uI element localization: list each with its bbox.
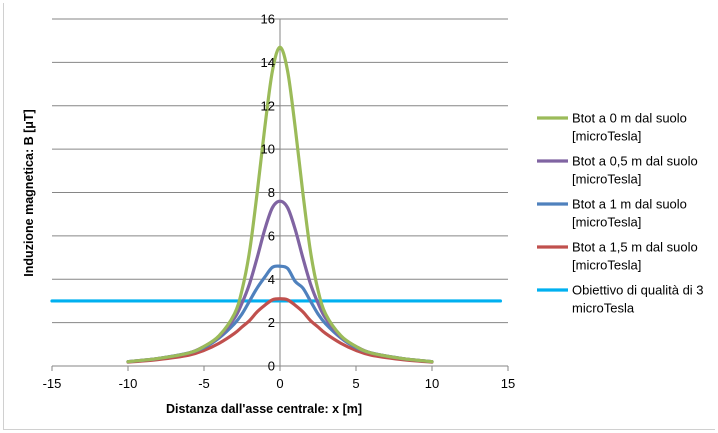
legend-label-line1: Obiettivo di qualità di 3 (572, 283, 704, 298)
x-tick-label: -5 (198, 376, 210, 391)
series-btot-1-5m-line (126, 297, 434, 364)
axes (51, 18, 509, 371)
legend-item: Btot a 1 m dal suolo [microTesla] (537, 197, 687, 230)
x-tick-label: -15 (43, 376, 62, 391)
x-tick-label: -10 (119, 376, 138, 391)
legend-item: Btot a 0 m dal suolo [microTesla] (537, 111, 687, 144)
x-tick-label: 0 (276, 376, 283, 391)
x-tick-label: 15 (501, 376, 515, 391)
legend-label-line1: Btot a 0,5 m dal suolo (572, 154, 698, 169)
chart-frame (3, 3, 715, 430)
y-tick-label: 0 (268, 359, 275, 374)
legend-label-line2: [microTesla] (572, 172, 641, 187)
legend-label-line2: [microTesla] (572, 129, 641, 144)
y-axis-title: Induzione magnetica: B [μT] (22, 109, 36, 276)
y-tick-label: 2 (268, 315, 275, 330)
legend-item: Btot a 1,5 m dal suolo [microTesla] (537, 240, 698, 273)
x-axis-title: Distanza dall'asse centrale: x [m] (166, 402, 362, 416)
y-tick-label: 4 (268, 272, 275, 287)
legend-label-line2: [microTesla] (572, 258, 641, 273)
series-btot-0m-line (126, 45, 434, 364)
y-tick-label: 12 (261, 98, 275, 113)
legend-label-line1: Btot a 1,5 m dal suolo (572, 240, 698, 255)
y-tick-label: 10 (261, 142, 275, 157)
legend-label-line2: microTesla (572, 301, 635, 316)
legend-label-line2: [microTesla] (572, 215, 641, 230)
tick-labels: 0 2 4 6 8 10 12 14 16 -15 -10 -5 0 5 10 15 (43, 12, 516, 392)
legend: Btot a 0 m dal suolo[microTesla]Btot a 0… (537, 111, 704, 316)
y-tick-label: 16 (261, 12, 275, 27)
legend-label-line1: Btot a 1 m dal suolo (572, 197, 687, 212)
legend-label-line1: Btot a 0 m dal suolo (572, 111, 687, 126)
series-lines (50, 45, 502, 364)
x-tick-label: 10 (425, 376, 439, 391)
legend-item: Obiettivo di qualità di 3 microTesla (537, 283, 704, 316)
legend-item: Btot a 0,5 m dal suolo [microTesla] (537, 154, 698, 187)
y-tick-label: 14 (261, 55, 275, 70)
y-tick-label: 8 (268, 185, 275, 200)
x-tick-label: 5 (352, 376, 359, 391)
y-tick-label: 6 (268, 228, 275, 243)
